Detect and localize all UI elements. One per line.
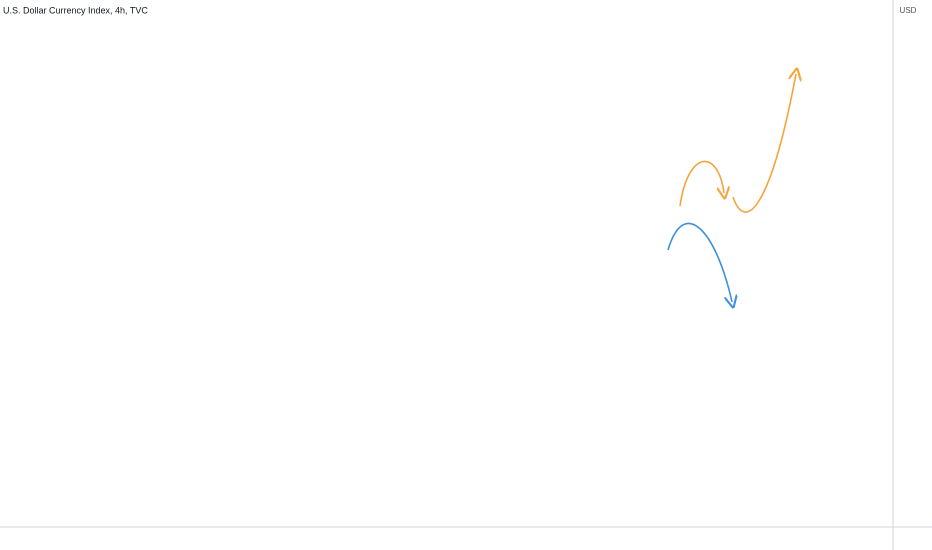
projection-arrow	[732, 74, 796, 213]
price-axis	[893, 0, 932, 550]
overlay	[667, 74, 796, 302]
projection-arrow	[667, 222, 732, 302]
time-axis	[0, 527, 932, 550]
projection-arrow	[679, 160, 724, 207]
chart-title: U.S. Dollar Currency Index, 4h, TVC	[3, 5, 148, 15]
currency-label: USD	[900, 6, 917, 15]
